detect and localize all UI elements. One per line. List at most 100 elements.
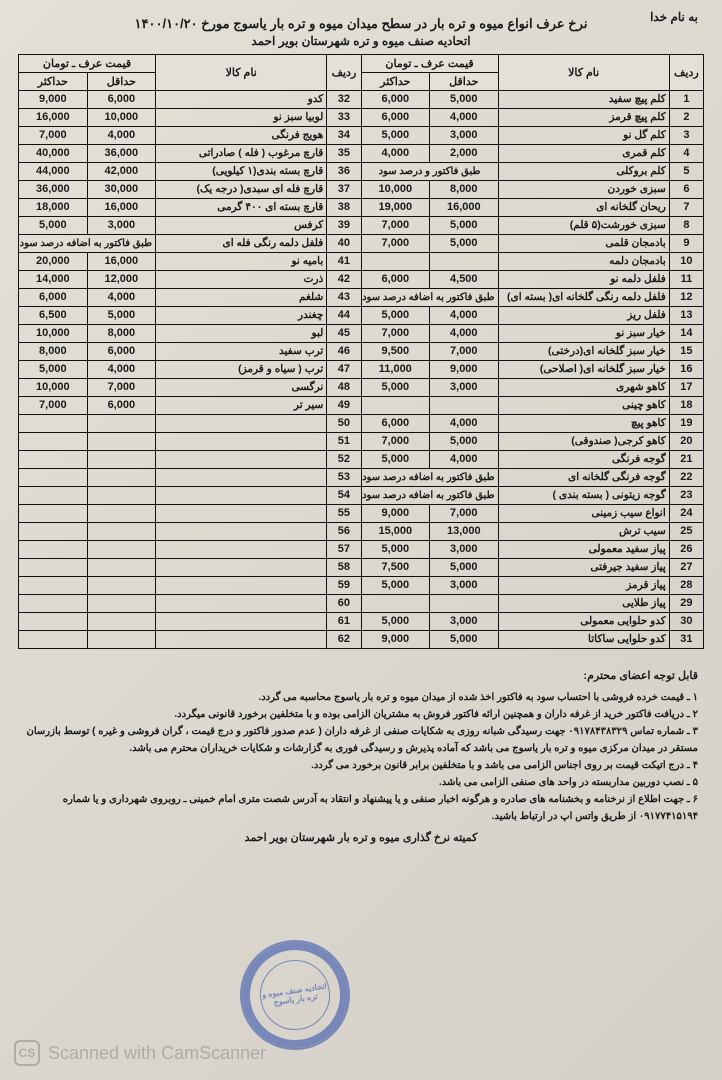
row-index: 60 <box>327 594 361 612</box>
price-max <box>19 594 88 612</box>
price-max <box>19 432 88 450</box>
price-max: 14,000 <box>19 270 88 288</box>
price-max: 9,000 <box>361 630 430 648</box>
price-max: 10,000 <box>19 378 88 396</box>
price-min: 4,000 <box>430 414 498 432</box>
row-index: 19 <box>669 414 703 432</box>
item-name: گوجه فرنگی گلخانه ای <box>498 468 669 486</box>
table-row: 10بادمجان دلمه41بامیه نو16,00020,000 <box>19 252 704 270</box>
table-row: 4کلم قمری2,0004,00035قارچ مرغوب ( فله ) … <box>19 144 704 162</box>
price-min: 5,000 <box>430 432 498 450</box>
price-min <box>87 486 155 504</box>
item-name: بادمجان قلمی <box>498 234 669 252</box>
th-row2: ردیف <box>327 54 361 90</box>
table-row: 16خیار سبز گلخانه ای( اصلاحی)9,00011,000… <box>19 360 704 378</box>
row-index: 51 <box>327 432 361 450</box>
price-min: 16,000 <box>87 252 155 270</box>
item-name: کاهو پیچ <box>498 414 669 432</box>
price-min: 5,000 <box>87 306 155 324</box>
row-index: 56 <box>327 522 361 540</box>
th-row: ردیف <box>669 54 703 90</box>
price-note: طبق فاکتور و درصد سود <box>361 162 498 180</box>
price-max: 8,000 <box>19 342 88 360</box>
row-index: 47 <box>327 360 361 378</box>
price-max: 6,000 <box>361 90 430 108</box>
row-index: 3 <box>669 126 703 144</box>
item-name: لبو <box>156 324 327 342</box>
th-price-span2: قیمت عرف ـ تومان <box>19 54 156 72</box>
price-min: 6,000 <box>87 396 155 414</box>
price-max <box>19 522 88 540</box>
camscanner-watermark: CS Scanned with CamScanner <box>14 1040 266 1066</box>
row-index: 38 <box>327 198 361 216</box>
item-name: فلفل ریز <box>498 306 669 324</box>
th-price-span: قیمت عرف ـ تومان <box>361 54 498 72</box>
row-index: 26 <box>669 540 703 558</box>
price-note: طبق فاکتور به اضافه درصد سود <box>361 486 498 504</box>
table-row: 2کلم پیچ قرمز4,0006,00033لوبیا سبز نو10,… <box>19 108 704 126</box>
row-index: 36 <box>327 162 361 180</box>
item-name: قارچ بسته بندی(۱ کیلویی) <box>156 162 327 180</box>
union-stamp: اتحادیه صنف میوه و تره بار یاسوج <box>233 933 357 1057</box>
item-name: کلم گل نو <box>498 126 669 144</box>
price-min: 30,000 <box>87 180 155 198</box>
row-index: 23 <box>669 486 703 504</box>
price-min: 7,000 <box>430 342 498 360</box>
item-name: بامیه نو <box>156 252 327 270</box>
price-min: 5,000 <box>430 90 498 108</box>
price-min: 3,000 <box>87 216 155 234</box>
price-max: 5,000 <box>361 378 430 396</box>
item-name: پیاز سفید معمولی <box>498 540 669 558</box>
price-max <box>19 450 88 468</box>
price-max: 16,000 <box>19 108 88 126</box>
price-min: 3,000 <box>430 378 498 396</box>
item-name: خیار سبز گلخانه ای( اصلاحی) <box>498 360 669 378</box>
item-name: پیاز طلایی <box>498 594 669 612</box>
price-min: 4,000 <box>87 360 155 378</box>
item-name <box>156 450 327 468</box>
row-index: 34 <box>327 126 361 144</box>
price-max <box>19 540 88 558</box>
item-name: کدو حلوایی ساکاتا <box>498 630 669 648</box>
row-index: 43 <box>327 288 361 306</box>
price-max: 5,000 <box>361 576 430 594</box>
row-index: 45 <box>327 324 361 342</box>
item-name: کدو حلوایی معمولی <box>498 612 669 630</box>
table-row: 1کلم پیچ سفید5,0006,00032کدو6,0009,000 <box>19 90 704 108</box>
row-index: 10 <box>669 252 703 270</box>
camscanner-icon: CS <box>14 1040 40 1066</box>
price-min <box>87 414 155 432</box>
row-index: 41 <box>327 252 361 270</box>
row-index: 46 <box>327 342 361 360</box>
price-max: 7,000 <box>361 234 430 252</box>
row-index: 13 <box>669 306 703 324</box>
row-index: 40 <box>327 234 361 252</box>
item-name: قارچ مرغوب ( فله ) صادراتی <box>156 144 327 162</box>
price-min: 3,000 <box>430 126 498 144</box>
row-index: 27 <box>669 558 703 576</box>
price-min: 4,000 <box>430 324 498 342</box>
table-row: 6سبزی خوردن8,00010,00037قارچ فله ای سبدی… <box>19 180 704 198</box>
table-row: 19کاهو پیچ4,0006,00050 <box>19 414 704 432</box>
price-min: 6,000 <box>87 342 155 360</box>
price-min <box>87 504 155 522</box>
item-name: کاهو کرجی( صندوقی) <box>498 432 669 450</box>
th-min: حداقل <box>430 72 498 90</box>
item-name: قارچ فله ای سبدی( درجه یک) <box>156 180 327 198</box>
item-name: قارچ بسته ای ۴۰۰ گرمی <box>156 198 327 216</box>
table-row: 22گوجه فرنگی گلخانه ایطبق فاکتور به اضاف… <box>19 468 704 486</box>
row-index: 58 <box>327 558 361 576</box>
row-index: 31 <box>669 630 703 648</box>
row-index: 4 <box>669 144 703 162</box>
table-row: 29پیاز طلایی60 <box>19 594 704 612</box>
price-min: 4,000 <box>430 306 498 324</box>
table-row: 11فلفل دلمه نو4,5006,00042ذرت12,00014,00… <box>19 270 704 288</box>
row-index: 12 <box>669 288 703 306</box>
price-max: 6,000 <box>361 270 430 288</box>
price-min <box>87 540 155 558</box>
item-name <box>156 414 327 432</box>
th-name2: نام کالا <box>156 54 327 90</box>
item-name: سبزی خوردن <box>498 180 669 198</box>
table-row: 25سیب ترش13,00015,00056 <box>19 522 704 540</box>
table-row: 31کدو حلوایی ساکاتا5,0009,00062 <box>19 630 704 648</box>
